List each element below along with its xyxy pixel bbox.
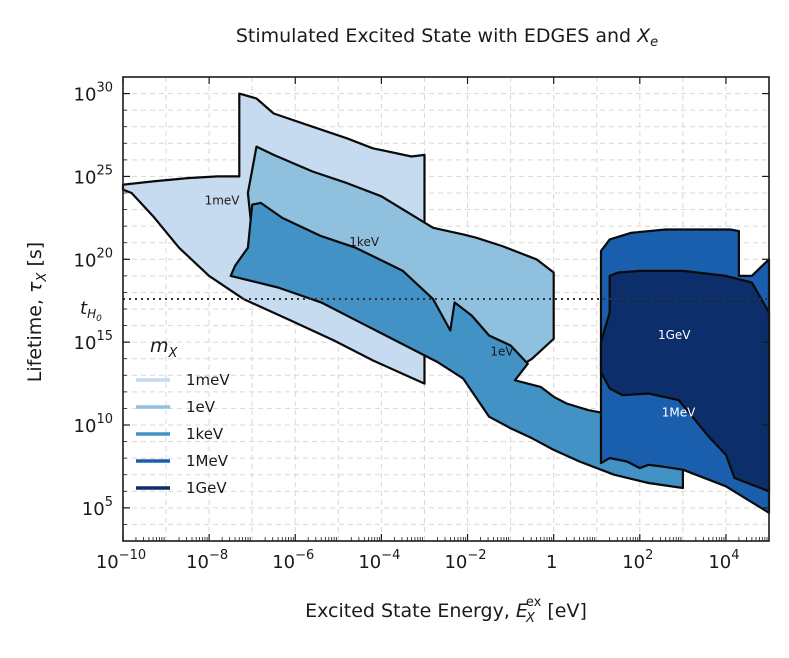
region-labels: 1meV 1eV 1keV 1MeV 1GeV: [205, 194, 697, 420]
series-group: [121, 92, 771, 514]
legend-label-1eV: 1eV: [186, 398, 216, 416]
hubble-time-label: tH0: [80, 298, 102, 324]
legend-label-1GeV: 1GeV: [186, 479, 227, 497]
region-label-1meV: 1meV: [205, 194, 241, 208]
legend: mX 1meV 1eV 1keV 1MeV 1GeV: [136, 335, 230, 497]
chart-title: Stimulated Excited State with EDGES and …: [236, 25, 658, 50]
x-tick-label: 10−2: [444, 548, 486, 573]
x-tick-label: 1: [546, 552, 557, 573]
y-tick-label: 1025: [74, 163, 113, 188]
region-label-1GeV: 1GeV: [658, 328, 691, 342]
legend-title: mX: [150, 335, 179, 361]
x-tick-label: 10−10: [96, 548, 146, 573]
x-axis-label: Excited State Energy, EXex [eV]: [305, 595, 587, 626]
region-label-1MeV: 1MeV: [662, 406, 696, 420]
x-tick-label: 104: [708, 548, 739, 573]
region-label-1keV: 1keV: [349, 235, 380, 249]
axis-ticks: 10−10 10−8 10−6 10−4 10−2 1 102 104 105 1010 1015 1…: [74, 77, 769, 573]
legend-label-1keV: 1keV: [186, 425, 224, 443]
y-tick-label: 105: [82, 495, 113, 520]
x-tick-label: 10−8: [186, 548, 228, 573]
x-tick-label: 10−4: [358, 548, 400, 573]
y-tick-label: 1015: [74, 329, 113, 354]
y-tick-label: 1030: [74, 81, 113, 106]
legend-label-1MeV: 1MeV: [186, 452, 229, 470]
legend-label-1meV: 1meV: [186, 371, 230, 389]
y-tick-label: 1010: [74, 412, 113, 437]
x-tick-label: 10−6: [272, 548, 314, 573]
region-1GeV: [599, 269, 771, 493]
x-tick-label: 102: [622, 548, 653, 573]
y-axis-label: Lifetime, τX [s]: [24, 242, 50, 382]
plot-frame: [122, 76, 770, 542]
region-label-1eV: 1eV: [490, 344, 514, 358]
y-tick-label: 1020: [74, 246, 113, 271]
